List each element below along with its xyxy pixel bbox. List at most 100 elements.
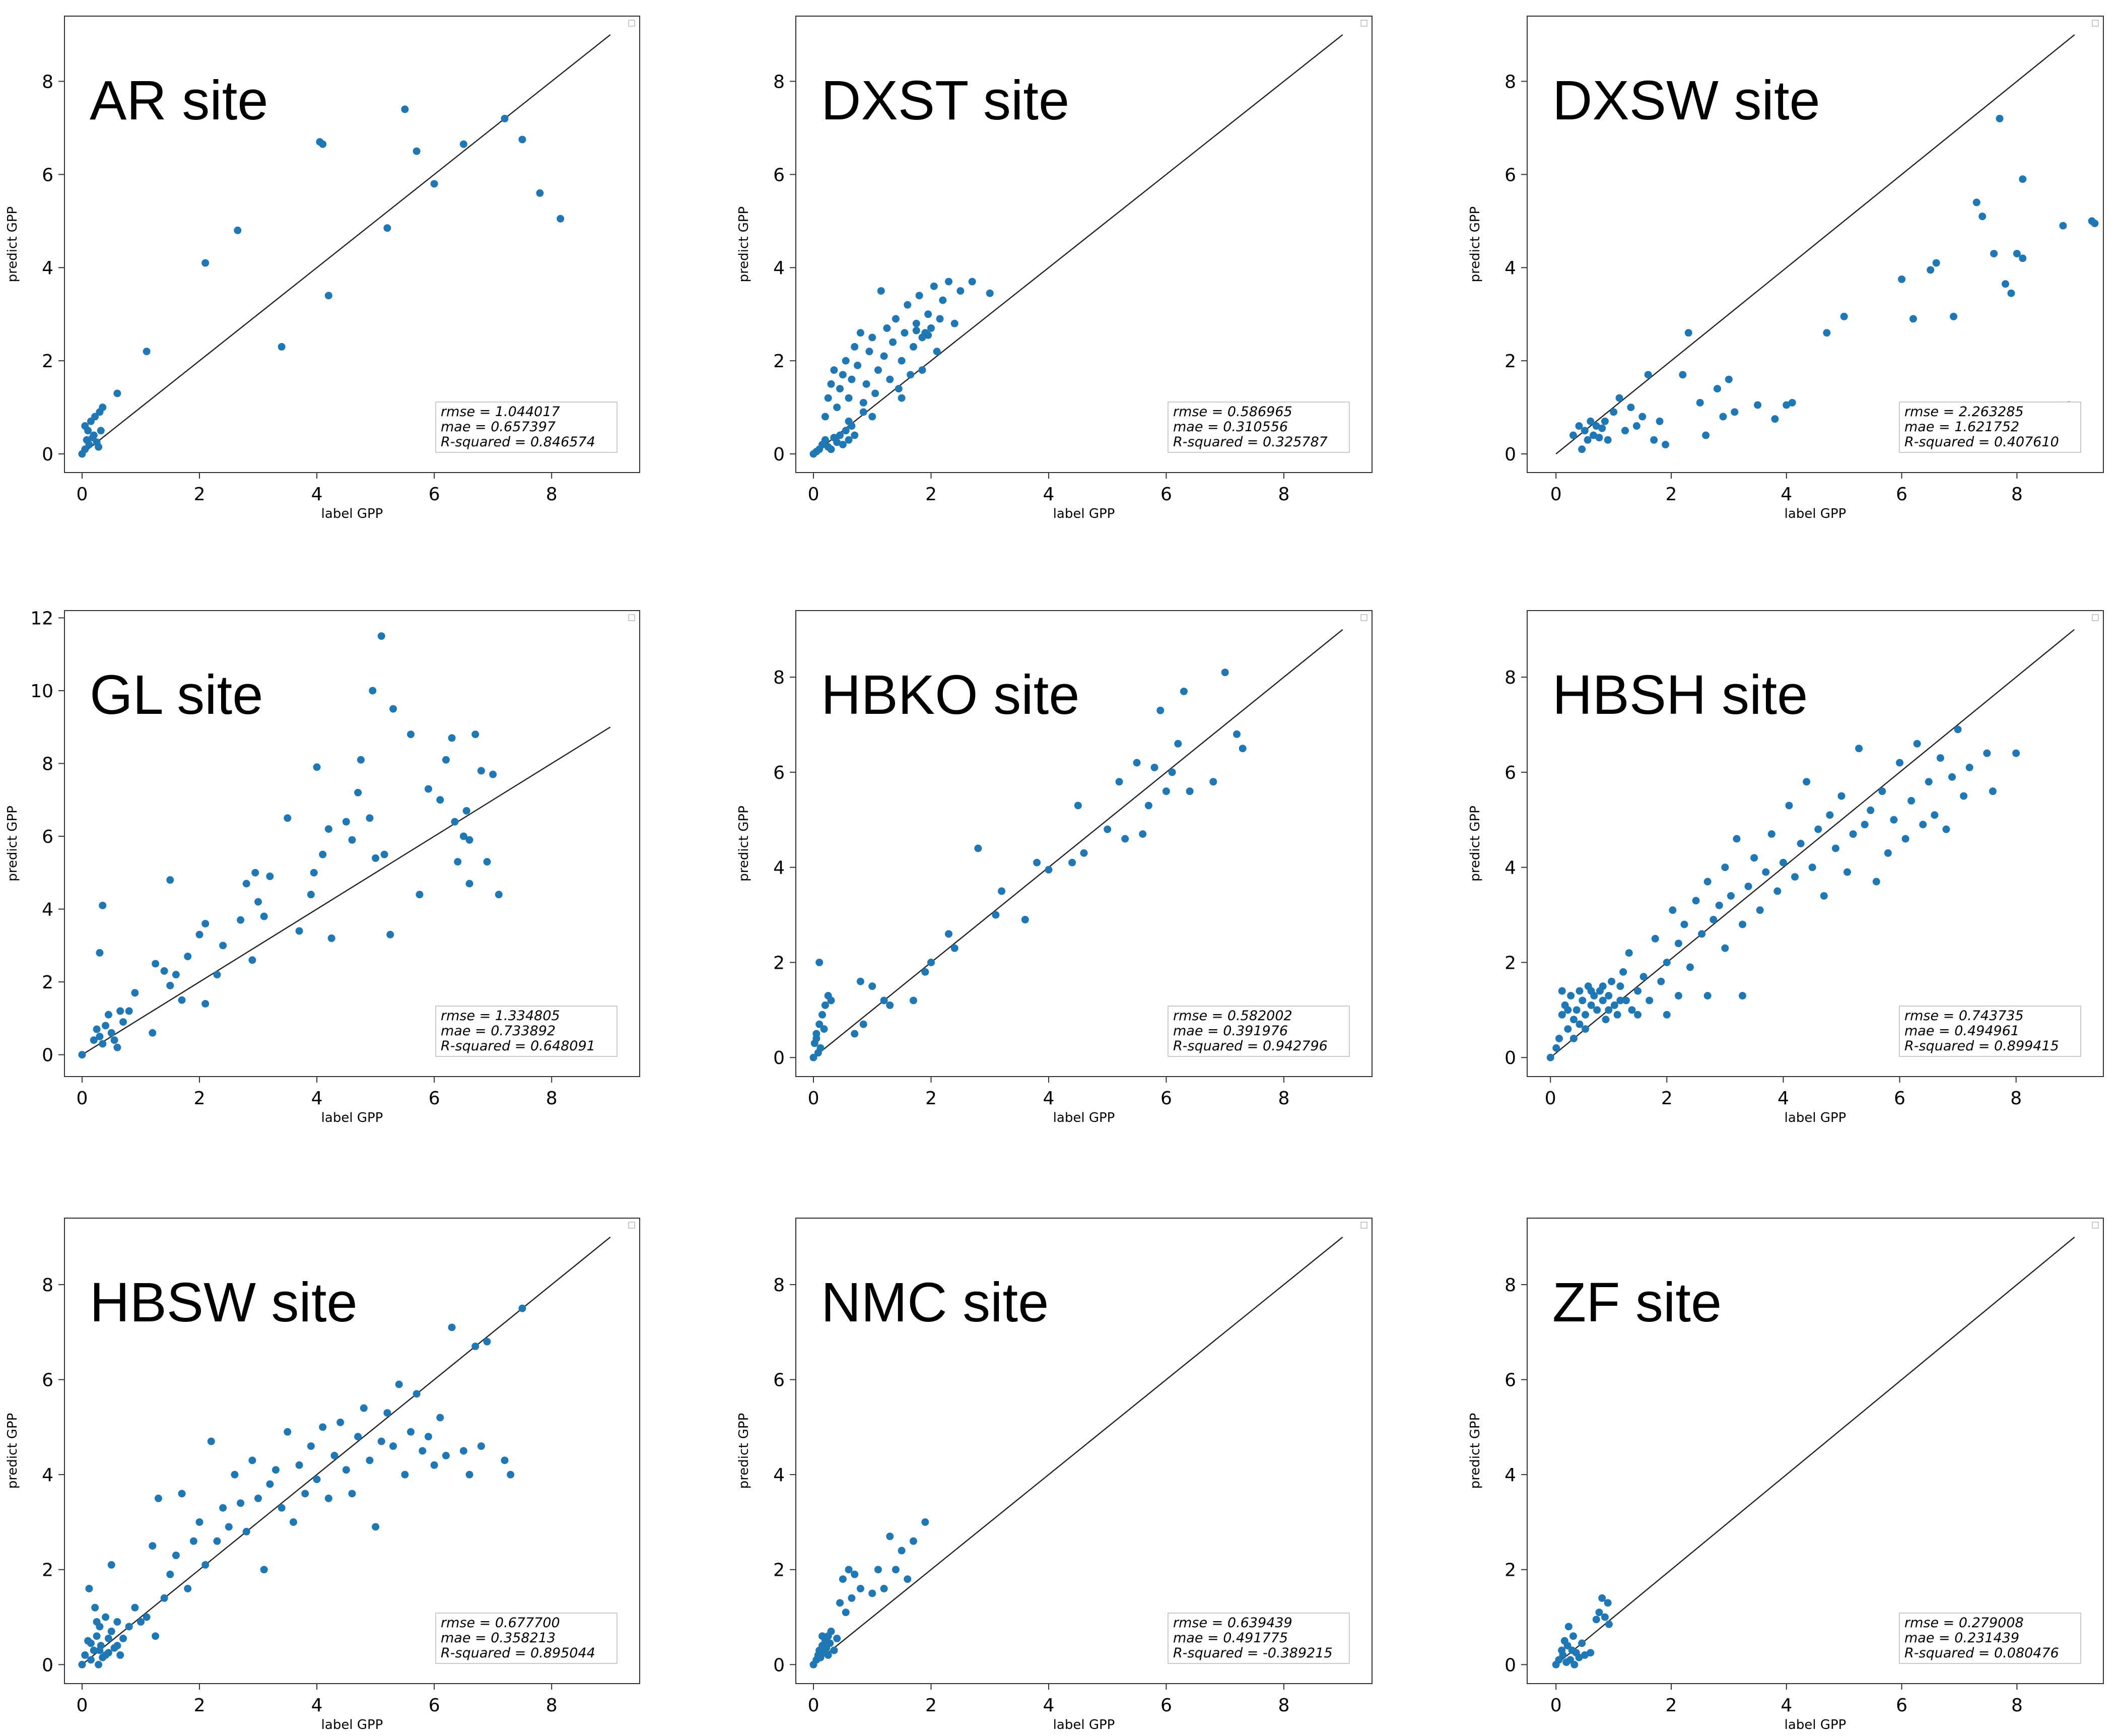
site-title: DXSW site bbox=[1552, 70, 1820, 131]
ar-site-panel: 0 2 4 6 8 0 2 4 6 8 label GPP predict GPP AR site rms… bbox=[5, 16, 640, 521]
scatter-point bbox=[927, 958, 935, 966]
scatter-point bbox=[1779, 858, 1787, 866]
scatter-point bbox=[1021, 916, 1029, 924]
metric-text: R-squared = 0.648091 bbox=[441, 1038, 595, 1054]
scatter-point bbox=[827, 996, 835, 1005]
x-tick-label: 0 bbox=[77, 484, 88, 505]
scatter-point bbox=[1849, 830, 1857, 838]
x-tick-label: 0 bbox=[1550, 1695, 1562, 1716]
scatter-point bbox=[319, 1423, 327, 1431]
y-tick-label: 2 bbox=[773, 1560, 785, 1581]
scatter-point bbox=[354, 788, 362, 796]
metrics-box bbox=[1168, 402, 1350, 453]
scatter-point bbox=[313, 1476, 321, 1484]
scatter-point bbox=[1714, 385, 1722, 393]
x-tick-label: 8 bbox=[1278, 484, 1289, 505]
metric-text: mae = 0.733892 bbox=[441, 1023, 556, 1039]
y-tick-label: 0 bbox=[773, 444, 785, 465]
metric-text: rmse = 1.334805 bbox=[441, 1008, 560, 1024]
scatter-point bbox=[1610, 408, 1618, 416]
scatter-point bbox=[904, 301, 912, 309]
scatter-point bbox=[868, 333, 876, 342]
scatter-point bbox=[1595, 434, 1603, 442]
metric-text: mae = 0.231439 bbox=[1904, 1630, 2019, 1646]
scatter-point bbox=[1936, 754, 1944, 762]
scatter-point bbox=[1663, 1011, 1671, 1019]
scatter-point bbox=[483, 858, 491, 866]
scatter-point bbox=[407, 1428, 415, 1436]
y-tick-label: 4 bbox=[773, 1465, 785, 1486]
scatter-point bbox=[845, 1566, 853, 1574]
site-title: HBSH site bbox=[1552, 664, 1808, 726]
legend-marker bbox=[2092, 20, 2099, 27]
scatter-point bbox=[842, 427, 850, 435]
scatter-point bbox=[313, 763, 321, 771]
scatter-point bbox=[1680, 920, 1688, 928]
scatter-point bbox=[1576, 987, 1584, 995]
scatter-point bbox=[915, 292, 923, 300]
scatter-point bbox=[1621, 427, 1629, 435]
metric-text: R-squared = 0.080476 bbox=[1904, 1645, 2059, 1661]
scatter-point bbox=[143, 348, 151, 356]
scatter-point bbox=[1564, 1025, 1572, 1033]
scatter-point bbox=[113, 389, 121, 397]
scatter-point bbox=[451, 818, 459, 826]
scatter-point bbox=[1569, 1632, 1578, 1640]
scatter-point bbox=[81, 422, 89, 430]
scatter-point bbox=[936, 315, 944, 323]
y-axis-label: predict GPP bbox=[5, 806, 20, 882]
x-tick-label: 2 bbox=[194, 1695, 206, 1716]
scatter-point bbox=[1570, 1660, 1579, 1668]
legend-marker bbox=[2092, 614, 2099, 621]
scatter-point bbox=[889, 338, 897, 346]
scatter-point bbox=[1878, 787, 1886, 795]
scatter-point bbox=[348, 836, 356, 844]
scatter-point bbox=[1156, 706, 1165, 714]
scatter-point bbox=[395, 1380, 403, 1388]
y-axis-label: predict GPP bbox=[5, 207, 20, 283]
metric-text: mae = 0.391976 bbox=[1173, 1023, 1288, 1039]
scatter-point bbox=[918, 366, 926, 374]
x-tick-label: 4 bbox=[311, 484, 323, 505]
scatter-point bbox=[1578, 1639, 1586, 1647]
scatter-point bbox=[87, 1639, 95, 1647]
scatter-point bbox=[225, 1523, 233, 1531]
scatter-point bbox=[272, 1466, 280, 1474]
legend-marker bbox=[1360, 614, 1367, 621]
scatter-point bbox=[1632, 422, 1640, 430]
scatter-point bbox=[477, 767, 485, 775]
scatter-point bbox=[518, 1304, 526, 1312]
y-tick-label: 2 bbox=[773, 953, 785, 973]
scatter-point bbox=[166, 876, 174, 884]
scatter-point bbox=[260, 912, 268, 920]
x-tick-label: 2 bbox=[194, 1088, 206, 1109]
scatter-point bbox=[1144, 802, 1152, 810]
scatter-point bbox=[327, 934, 335, 942]
scatter-point bbox=[201, 919, 210, 927]
scatter-point bbox=[1625, 949, 1633, 957]
scatter-point bbox=[2019, 254, 2027, 262]
site-title: HBSW site bbox=[90, 1272, 358, 1333]
scatter-point bbox=[1942, 825, 1950, 833]
x-tick-label: 0 bbox=[1550, 484, 1562, 505]
y-tick-label: 6 bbox=[1504, 1370, 1516, 1391]
scatter-point bbox=[448, 734, 456, 742]
scatter-point bbox=[459, 832, 467, 840]
scatter-point bbox=[921, 1518, 929, 1526]
scatter-point bbox=[845, 394, 853, 402]
scatter-point bbox=[1209, 778, 1217, 786]
scatter-point bbox=[471, 1343, 480, 1351]
scatter-point bbox=[442, 1451, 450, 1459]
scatter-point bbox=[1168, 768, 1176, 776]
scatter-point bbox=[1646, 996, 1654, 1005]
scatter-point bbox=[219, 1504, 227, 1512]
scatter-point bbox=[295, 927, 303, 935]
legend-marker bbox=[1360, 1222, 1367, 1229]
y-tick-label: 2 bbox=[42, 1560, 53, 1581]
scatter-point bbox=[1033, 858, 1041, 866]
scatter-point bbox=[278, 343, 286, 351]
x-axis-label: label GPP bbox=[321, 1110, 383, 1125]
axes-frame bbox=[64, 1218, 640, 1684]
legend-marker bbox=[2092, 1222, 2099, 1229]
scatter-point bbox=[1180, 687, 1188, 695]
